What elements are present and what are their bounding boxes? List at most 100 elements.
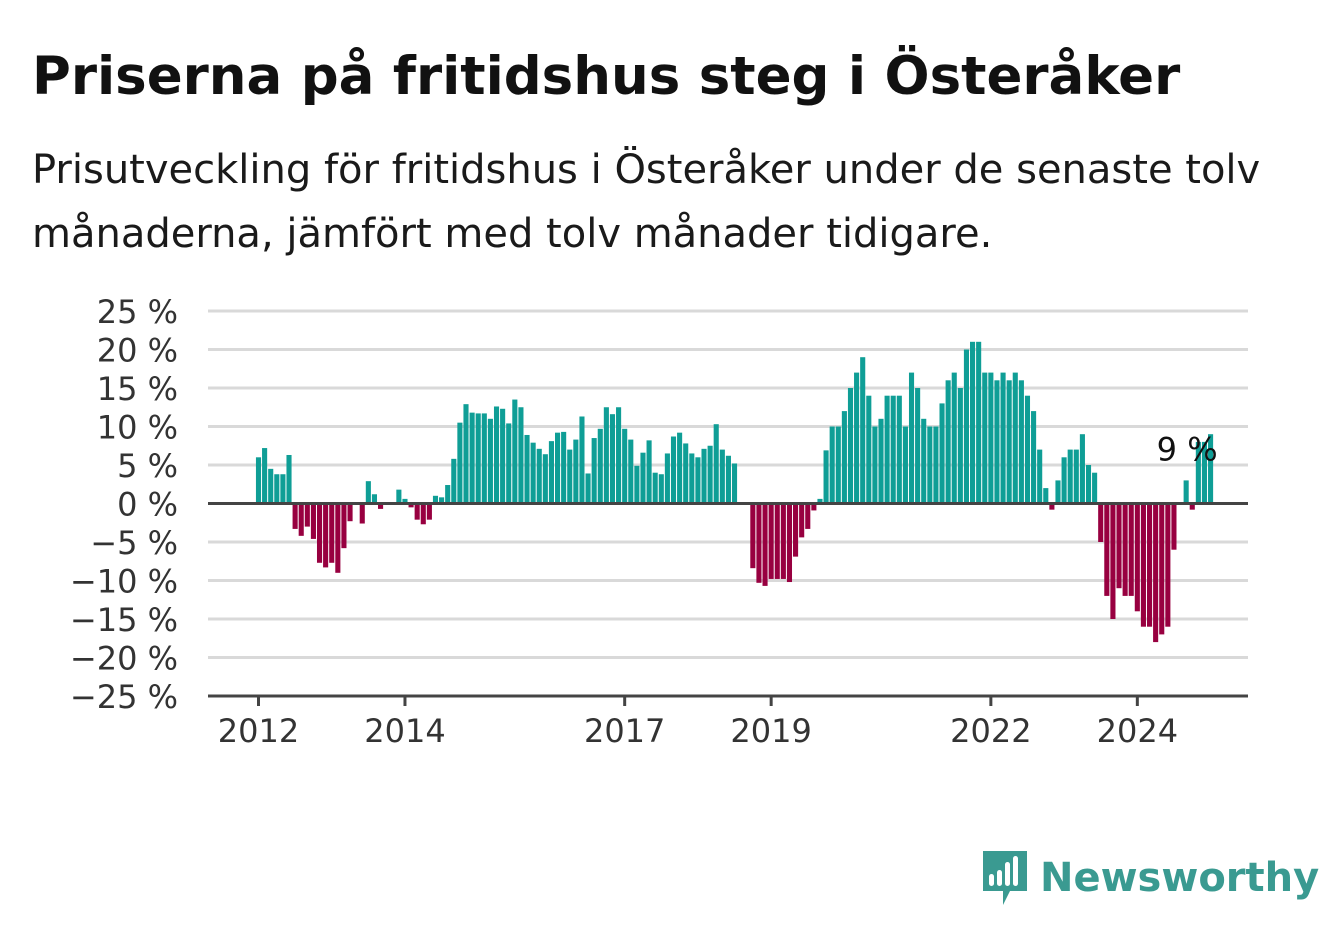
bar bbox=[878, 418, 884, 504]
bar bbox=[1018, 380, 1024, 504]
bar bbox=[847, 388, 854, 504]
bar bbox=[1171, 503, 1177, 550]
bar bbox=[1092, 472, 1098, 504]
bar bbox=[378, 503, 384, 509]
bar bbox=[463, 404, 469, 504]
bar bbox=[908, 372, 915, 504]
bar bbox=[976, 341, 982, 504]
bar bbox=[439, 497, 445, 504]
bar bbox=[1055, 480, 1061, 504]
bar bbox=[829, 426, 835, 504]
bar bbox=[1116, 503, 1122, 589]
bar bbox=[548, 441, 554, 504]
bar bbox=[426, 503, 432, 520]
bar bbox=[1134, 503, 1140, 612]
bar bbox=[963, 349, 969, 504]
bar bbox=[805, 503, 811, 529]
bar bbox=[1201, 441, 1208, 504]
bar bbox=[957, 388, 963, 504]
bar bbox=[713, 424, 719, 504]
bar bbox=[823, 450, 829, 504]
bar bbox=[982, 372, 988, 504]
bar bbox=[1067, 449, 1073, 504]
bar bbox=[622, 428, 628, 504]
y-axis-tick-labels: 25 %20 %15 %10 %5 %0 %−5 %−10 %−15 %−20 … bbox=[70, 293, 178, 716]
x-tick-label: 2012 bbox=[218, 712, 299, 750]
bars bbox=[255, 341, 1214, 643]
y-tick-label: −10 % bbox=[70, 563, 178, 601]
x-tick-label: 2024 bbox=[1097, 712, 1178, 750]
bar bbox=[262, 448, 268, 504]
bar bbox=[646, 440, 652, 504]
bar bbox=[420, 503, 426, 525]
bar bbox=[1153, 503, 1159, 643]
bar bbox=[854, 372, 860, 504]
y-tick-label: 5 % bbox=[117, 447, 178, 485]
bar bbox=[323, 503, 329, 568]
bar bbox=[335, 503, 341, 573]
bar bbox=[408, 503, 414, 508]
bar bbox=[585, 473, 591, 504]
bar bbox=[866, 395, 872, 504]
bar bbox=[469, 412, 475, 504]
bar bbox=[902, 426, 908, 504]
bar bbox=[731, 463, 738, 504]
bar bbox=[780, 503, 786, 579]
bar bbox=[579, 416, 585, 504]
logo-text: Newsworthy bbox=[1040, 855, 1320, 901]
bar bbox=[634, 465, 640, 504]
y-tick-label: 0 % bbox=[117, 486, 178, 524]
y-tick-label: 25 % bbox=[97, 293, 178, 331]
bar bbox=[555, 432, 561, 504]
bar bbox=[939, 403, 945, 504]
bar bbox=[603, 407, 609, 504]
bar bbox=[921, 418, 927, 504]
bar bbox=[310, 503, 316, 539]
bar bbox=[1183, 480, 1189, 504]
bar bbox=[1128, 503, 1134, 596]
bar bbox=[817, 498, 823, 504]
bar bbox=[500, 408, 506, 504]
bar bbox=[640, 452, 646, 504]
bar bbox=[725, 455, 731, 504]
data-label: 9 % bbox=[1157, 430, 1218, 468]
bar bbox=[701, 448, 707, 504]
bar bbox=[597, 428, 603, 504]
bar bbox=[835, 426, 841, 504]
bar bbox=[365, 481, 371, 504]
y-tick-label: 15 % bbox=[97, 370, 178, 408]
bar bbox=[750, 503, 756, 569]
bar bbox=[316, 503, 323, 563]
bar bbox=[1146, 503, 1153, 627]
bar bbox=[347, 503, 353, 522]
bar-chart-speech-bubble-icon bbox=[983, 851, 1027, 905]
bar bbox=[518, 407, 524, 504]
bar bbox=[414, 503, 420, 520]
bar bbox=[872, 426, 878, 504]
bar bbox=[774, 503, 780, 579]
axes bbox=[208, 502, 1248, 698]
bar bbox=[945, 380, 951, 504]
bar bbox=[683, 443, 689, 504]
bar bbox=[1165, 503, 1171, 627]
bar bbox=[396, 489, 402, 504]
bar bbox=[664, 453, 670, 504]
bar bbox=[268, 468, 274, 504]
bar bbox=[793, 503, 799, 557]
bar bbox=[493, 406, 500, 504]
bar bbox=[280, 474, 286, 504]
bar bbox=[475, 413, 481, 504]
chart-subtitle: Prisutveckling för fritidshus i Österåke… bbox=[32, 147, 1261, 257]
bar bbox=[274, 474, 280, 504]
bar bbox=[567, 449, 573, 504]
bar bbox=[1110, 503, 1116, 619]
bar bbox=[1140, 503, 1146, 627]
bar bbox=[890, 395, 896, 504]
bar bbox=[927, 426, 933, 504]
annotations: 9 % bbox=[1157, 430, 1218, 468]
x-tick-label: 2017 bbox=[584, 712, 665, 750]
bar bbox=[512, 399, 518, 504]
bar bbox=[445, 485, 451, 504]
bar-chart: 25 %20 %15 %10 %5 %0 %−5 %−10 %−15 %−20 … bbox=[70, 293, 1248, 750]
x-axis-tick-labels: 2012 2014 2017 2019 2022 2024 bbox=[218, 696, 1178, 750]
